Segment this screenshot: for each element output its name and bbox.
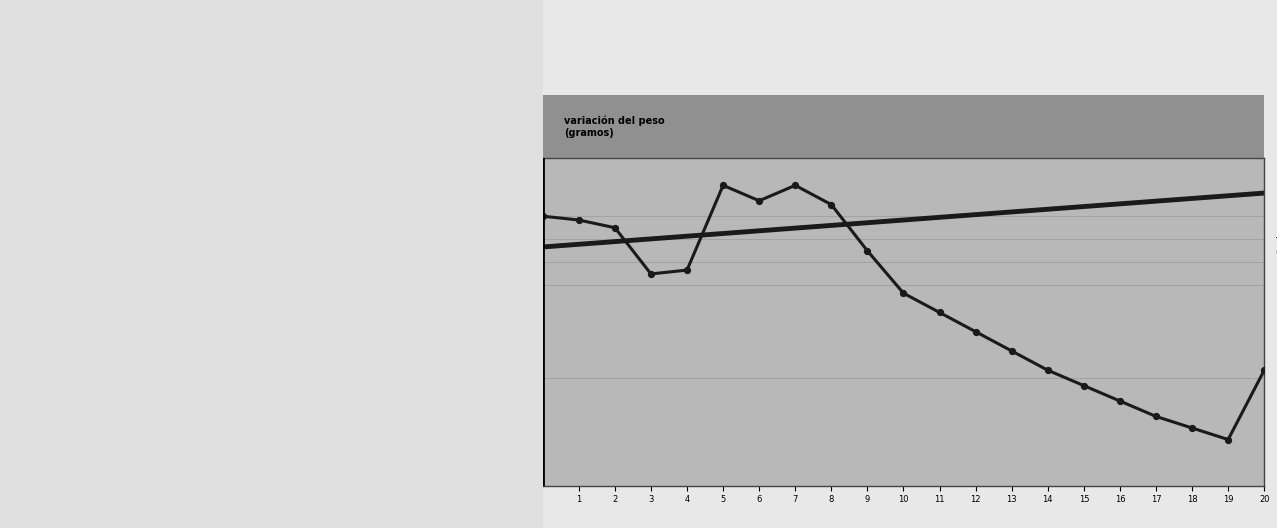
Point	[1110, 397, 1130, 406]
Point	[894, 289, 914, 297]
Point	[1183, 424, 1203, 432]
Point	[677, 266, 697, 275]
Point	[785, 181, 806, 190]
Point	[1001, 347, 1022, 355]
Point	[965, 327, 986, 336]
Point	[1218, 435, 1239, 444]
Point	[930, 308, 950, 317]
Text: Tiempo
(meses): Tiempo (meses)	[1274, 237, 1277, 257]
Point	[533, 212, 553, 220]
Point	[1145, 412, 1166, 421]
Point	[1038, 366, 1059, 374]
Text: variación del peso
(gramos): variación del peso (gramos)	[564, 116, 665, 138]
Point	[857, 247, 877, 255]
Point	[1074, 381, 1094, 390]
Point	[568, 216, 589, 224]
Point	[713, 181, 733, 190]
Point	[605, 223, 626, 232]
Point	[748, 196, 769, 205]
Point	[821, 201, 842, 209]
Point	[641, 270, 661, 278]
Point	[1254, 366, 1274, 374]
